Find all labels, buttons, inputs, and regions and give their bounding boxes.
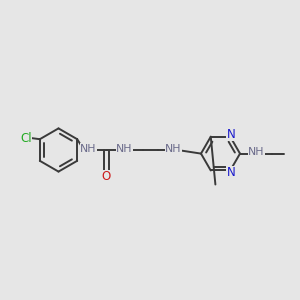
Text: NH: NH bbox=[80, 144, 97, 154]
Text: N: N bbox=[227, 167, 236, 179]
Text: N: N bbox=[227, 128, 236, 141]
Text: NH: NH bbox=[165, 144, 181, 154]
Text: Cl: Cl bbox=[20, 131, 32, 145]
Text: NH: NH bbox=[248, 147, 265, 158]
Text: NH: NH bbox=[116, 144, 133, 154]
Text: O: O bbox=[102, 170, 111, 184]
